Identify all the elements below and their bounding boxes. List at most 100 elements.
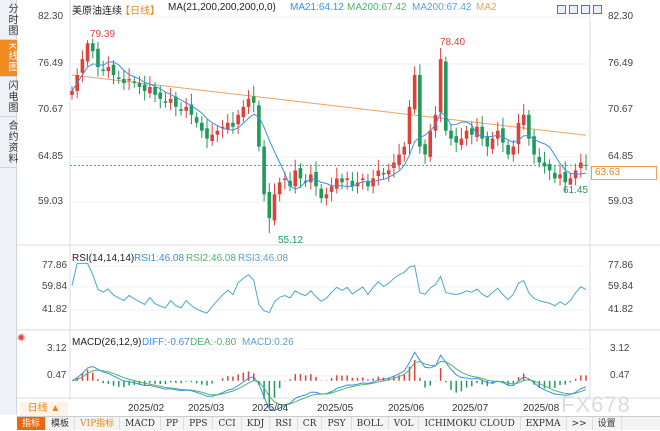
rsi-label: RSI(14,14,14) [72,253,135,264]
ma21-value: MA21:64.12 [290,2,344,13]
toolbar-item[interactable]: CCI [213,417,242,430]
candle [428,130,433,157]
candle [231,122,235,127]
candle [324,194,329,199]
candle [334,178,339,189]
candle [205,128,209,139]
candle [350,180,355,187]
price-axis-label-right: 82.30 [608,11,634,22]
date-axis-label: 2025/08 [523,403,560,414]
candle [542,162,547,167]
candle [257,105,261,147]
macd-axis-label-right: 3.12 [610,343,630,354]
fullscreen-icon[interactable] [557,5,566,14]
toolbar-item[interactable]: RSI [270,417,298,430]
tab-kline[interactable]: K线图 [0,40,17,77]
macd-axis-label-right: 0.47 [610,370,630,381]
candle [485,136,490,147]
low-annotation: 55.12 [278,235,304,246]
candle [122,79,126,83]
candle [277,182,282,195]
candle [475,126,479,138]
toolbar-item[interactable]: BOLL [352,417,389,430]
candle [464,130,469,139]
candle [220,126,225,129]
candle [272,194,277,221]
rsi-axis-label-left: 41.82 [42,304,68,315]
toolbar-item[interactable]: KDJ [242,417,271,430]
candle [511,146,516,155]
candle [418,75,422,147]
toolbar-item[interactable]: 指标 [17,417,47,430]
toolbar-item[interactable]: VOL [389,417,420,430]
toolbar-item[interactable]: PPS [184,417,214,430]
candle [480,126,484,139]
price-axis-label-left: 64.85 [38,151,64,162]
candle [288,180,292,187]
candle [469,128,474,135]
rsi1-value: RSI1:46.08 [134,253,185,264]
candle [386,170,391,175]
candle [137,82,142,87]
rsi3-value: RSI3:46.08 [238,253,289,264]
toolbar-item[interactable]: >> [567,417,593,430]
date-axis-label: 2025/06 [388,403,425,414]
candle [527,114,531,139]
zoom-icon[interactable] [569,5,578,14]
candle [449,130,453,139]
candle [101,69,105,72]
toolbar-item[interactable]: 模板 [46,417,76,430]
toolbar-item[interactable]: 设置 [593,417,622,430]
candle [96,48,100,68]
high-annotation: 79.39 [90,29,116,40]
tab-timeshare[interactable]: 分时图 [0,0,17,40]
tab-flash[interactable]: 闪电图 [0,77,17,117]
candle [501,128,505,143]
macd-diff-line [71,351,587,412]
candle [329,186,334,192]
candle [309,174,313,183]
price-axis-label-left: 76.49 [38,58,64,69]
toolbar-item[interactable]: CR [298,417,323,430]
rsi-axis-label-right: 59.84 [608,281,634,292]
ma200-value: MA200:67.42 [347,2,407,13]
candle [438,59,443,113]
symbol-title: 美原油连续 [72,6,122,17]
toolbar-item[interactable]: EXPMA [521,417,567,430]
candle [381,172,386,175]
candle [168,98,173,103]
period-selector[interactable]: 日线 ▲ [20,402,68,416]
candle [376,170,381,176]
rsi-line [71,262,587,314]
step-icon[interactable] [581,5,590,14]
candle [371,178,375,187]
indicator-toolbar: 指标 模板 VIP指标 MACD PP PPS CCI KDJ RSI CR PSY BOLL VOL I… [17,416,660,430]
forward-icon[interactable] [593,5,602,14]
date-axis-label: 2025/03 [188,403,225,414]
toolbar-item[interactable]: ICHIMOKU CLOUD [419,417,521,430]
candle [532,136,536,155]
toolbar-item[interactable]: PP [161,417,185,430]
candle [241,106,246,118]
candle [407,106,412,145]
candle [506,144,510,155]
candle [397,154,401,165]
toolbar-item[interactable]: VIP指标 [75,417,121,430]
candle [210,134,214,142]
macd-label: MACD(26,12,9) [72,337,142,348]
tab-contract-info[interactable]: 合约资料 [0,117,17,168]
toolbar-item[interactable]: PSY [322,417,352,430]
candle [236,114,240,125]
candle [454,136,459,143]
candle [433,114,438,131]
macd-diff-value: DIFF:-0.67 [142,337,190,348]
settings-sun-icon[interactable]: ✺ [17,333,26,344]
toolbar-item[interactable]: MACD [120,417,161,430]
candle [148,86,152,94]
candle [70,90,74,95]
ma2-value: MA2 [476,2,497,13]
price-axis-label-left: 70.67 [38,104,64,115]
ma-label[interactable]: MA(21,200,200,200,0,0) [168,2,276,13]
candle [340,178,344,183]
